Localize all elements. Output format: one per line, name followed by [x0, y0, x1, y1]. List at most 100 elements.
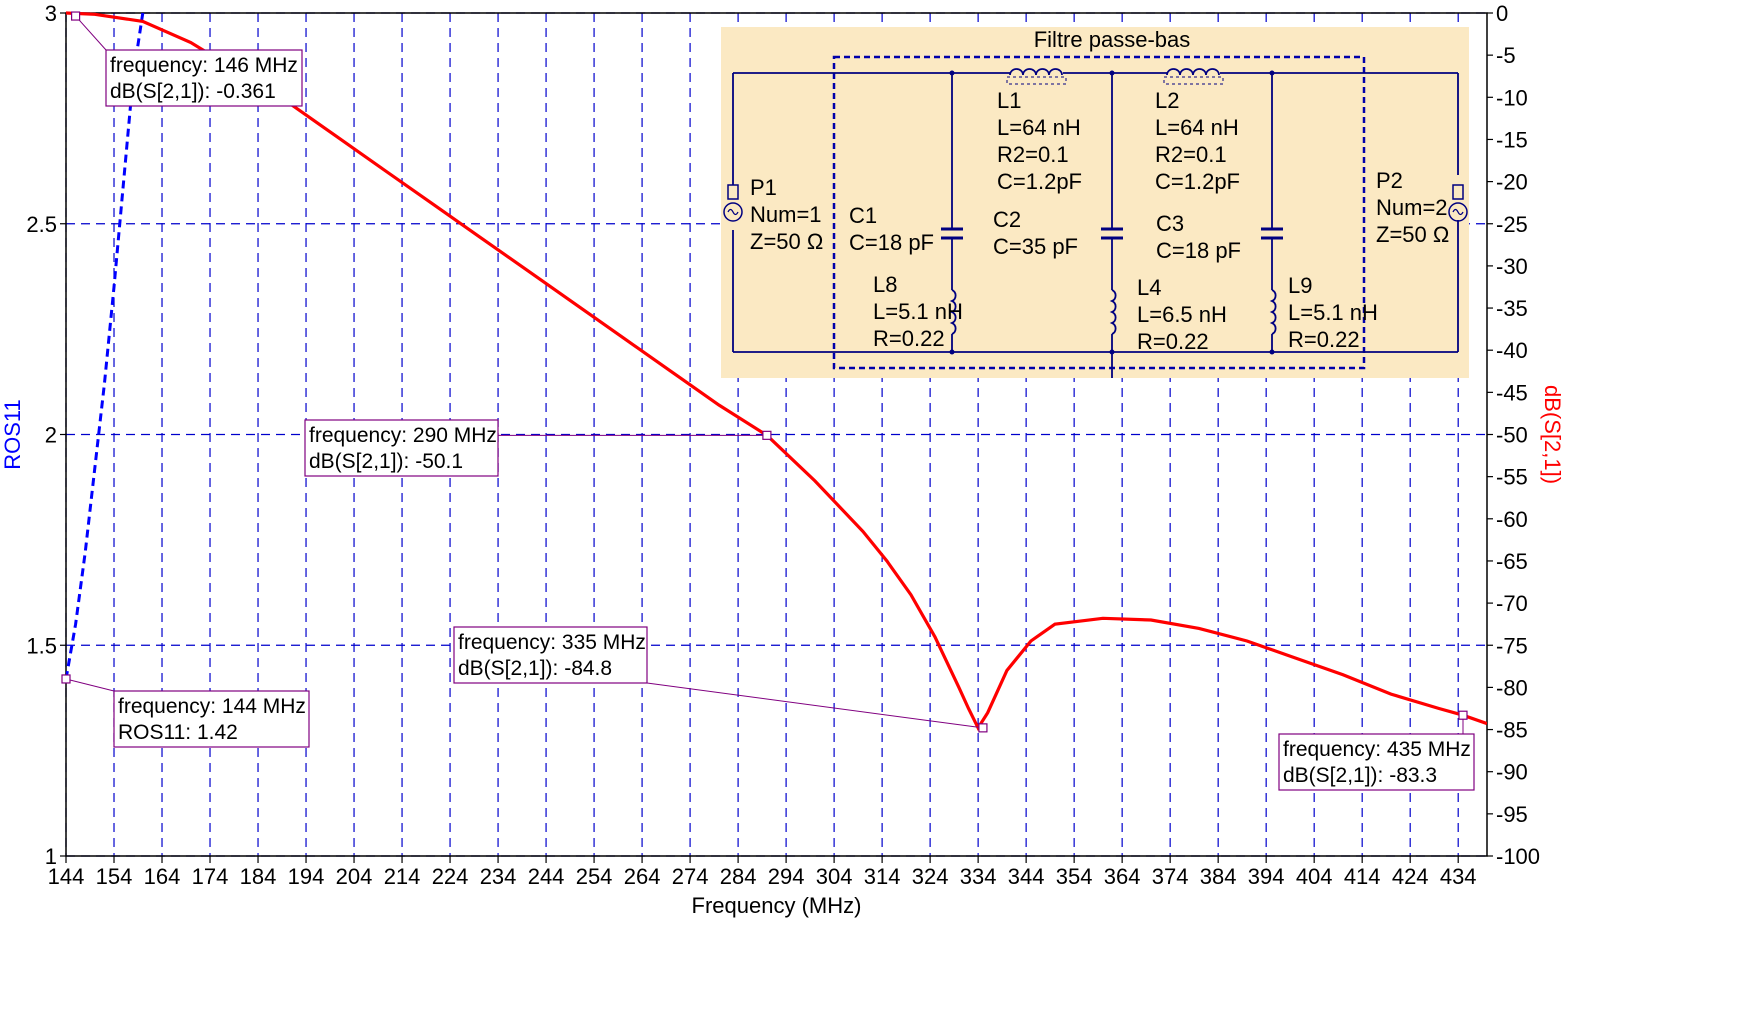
marker-frequency-text: frequency: 290 MHz — [309, 424, 497, 447]
junction-dot — [949, 70, 955, 76]
inductor-L8-label: L8 — [873, 272, 897, 297]
y-right-tick-label: -50 — [1496, 423, 1528, 448]
junction-dot — [1109, 70, 1115, 76]
marker-label-box — [453, 626, 648, 684]
port1-sine-glyph — [727, 208, 739, 216]
y-left-tick-label: 1 — [45, 844, 57, 869]
x-tick-label: 224 — [432, 864, 469, 889]
y-right-tick-label: -80 — [1496, 675, 1528, 700]
y-right-tick-label: -40 — [1496, 338, 1528, 363]
junction-dot — [1269, 70, 1275, 76]
y-left-tick-label: 2 — [45, 423, 57, 448]
y-right-tick-label: 0 — [1496, 1, 1508, 26]
inductor-L1-label: R2=0.1 — [997, 142, 1069, 167]
x-tick-label: 344 — [1008, 864, 1045, 889]
marker-value-text: ROS11: 1.42 — [118, 721, 238, 744]
port2-sine-glyph — [1452, 208, 1464, 216]
port2-label: Num=2 — [1376, 195, 1448, 220]
capacitor-C1-label: C=18 pF — [849, 230, 934, 255]
y-right-tick-label: -25 — [1496, 212, 1528, 237]
junction-dot — [949, 349, 955, 355]
inductor-L2-label: C=1.2pF — [1155, 169, 1240, 194]
y-left-tick-label: 1.5 — [26, 633, 57, 658]
junction-dot — [1109, 349, 1115, 355]
y-right-tick-label: -100 — [1496, 844, 1540, 869]
marker-frequency-text: frequency: 146 MHz — [110, 54, 298, 77]
marker-label-box — [304, 419, 499, 477]
inductor-L2-label: L2 — [1155, 88, 1179, 113]
x-tick-label: 294 — [768, 864, 805, 889]
x-tick-label: 394 — [1248, 864, 1285, 889]
marker-frequency-text: frequency: 144 MHz — [118, 695, 306, 718]
x-tick-label: 244 — [528, 864, 565, 889]
shunt-inductor-symbol — [1109, 289, 1117, 335]
junction-dot — [1269, 349, 1275, 355]
marker-point — [762, 430, 772, 440]
marker-point — [1458, 710, 1468, 720]
marker-frequency-text: frequency: 435 MHz — [1283, 738, 1471, 761]
x-axis-title: Frequency (MHz) — [692, 893, 862, 918]
schematic-background — [721, 27, 1469, 378]
marker-point — [61, 674, 71, 684]
marker-frequency-text: frequency: 335 MHz — [458, 631, 646, 654]
inductor-L9-label: R=0.22 — [1288, 327, 1360, 352]
marker-value-text: dB(S[2,1]): -84.8 — [458, 657, 612, 680]
y-right-tick-label: -55 — [1496, 465, 1528, 490]
x-tick-label: 414 — [1344, 864, 1381, 889]
y-right-tick-label: -70 — [1496, 591, 1528, 616]
x-tick-label: 424 — [1392, 864, 1429, 889]
y-right-ticks: 0 -5 -10 -15 -20 -25 -30 -35 -40 -45 -50 -55 -60 -65 -… — [1487, 1, 1540, 869]
y-right-tick-label: -65 — [1496, 549, 1528, 574]
marker-leader-line — [646, 682, 983, 729]
x-tick-label: 354 — [1056, 864, 1093, 889]
shunt-inductor-symbol — [949, 289, 957, 335]
y-left-axis-title: ROS11 — [0, 399, 25, 470]
filter-boundary-box — [832, 55, 1366, 370]
x-tick-label: 324 — [912, 864, 949, 889]
schematic-title: Filtre passe-bas — [1034, 27, 1191, 52]
marker-point — [978, 723, 988, 733]
y-right-tick-label: -45 — [1496, 380, 1528, 405]
y-right-tick-label: -5 — [1496, 43, 1516, 68]
capacitor-C3-label: C=18 pF — [1156, 238, 1241, 263]
port2-label: Z=50 Ω — [1376, 222, 1449, 247]
y-right-axis-title: dB(S[2,1]) — [1540, 385, 1565, 484]
y-right-tick-label: -90 — [1496, 760, 1528, 785]
marker-label-box — [105, 49, 303, 107]
x-tick-label: 334 — [960, 864, 997, 889]
port2-label: P2 — [1376, 168, 1403, 193]
marker-label-box — [113, 690, 310, 748]
inductor-L2-label: R2=0.1 — [1155, 142, 1227, 167]
x-tick-label: 404 — [1296, 864, 1333, 889]
inductor-L4-label: R=0.22 — [1137, 329, 1209, 354]
capacitor-C2-label: C=35 pF — [993, 234, 1078, 259]
inductor-L1-label: L1 — [997, 88, 1021, 113]
marker-leader-line — [65, 678, 115, 692]
x-tick-label: 384 — [1200, 864, 1237, 889]
port1-resistor — [727, 184, 739, 200]
x-tick-label: 284 — [720, 864, 757, 889]
inductor-L1-label: L=64 nH — [997, 115, 1081, 140]
inductor-L1-cap-outline — [1006, 76, 1067, 85]
inductor-L4-label: L=6.5 nH — [1137, 302, 1227, 327]
port1-label: Z=50 Ω — [750, 229, 823, 254]
x-ticks: 144 154 164 174 184 194 204 214 224 234 244 254 264 2… — [48, 856, 1477, 889]
inductor-L2-label: L=64 nH — [1155, 115, 1239, 140]
series-line-1 — [66, 11, 1487, 732]
series-line-0 — [66, 12, 145, 680]
marker-value-text: dB(S[2,1]): -0.361 — [110, 80, 276, 103]
x-tick-label: 374 — [1152, 864, 1189, 889]
marker-point — [71, 11, 81, 21]
marker-value-text: dB(S[2,1]): -83.3 — [1283, 764, 1437, 787]
x-tick-label: 274 — [672, 864, 709, 889]
marker-annotations: frequency: 146 MHz dB(S[2,1]): -0.361 freq… — [61, 11, 1475, 791]
x-tick-label: 154 — [96, 864, 133, 889]
x-tick-label: 364 — [1104, 864, 1141, 889]
port2-resistor — [1452, 184, 1464, 200]
capacitor-C3-label: C3 — [1156, 211, 1184, 236]
x-tick-label: 164 — [144, 864, 181, 889]
marker-label-box — [1278, 733, 1475, 791]
inductor-L4-label: L4 — [1137, 275, 1161, 300]
series-layer — [66, 11, 1487, 732]
